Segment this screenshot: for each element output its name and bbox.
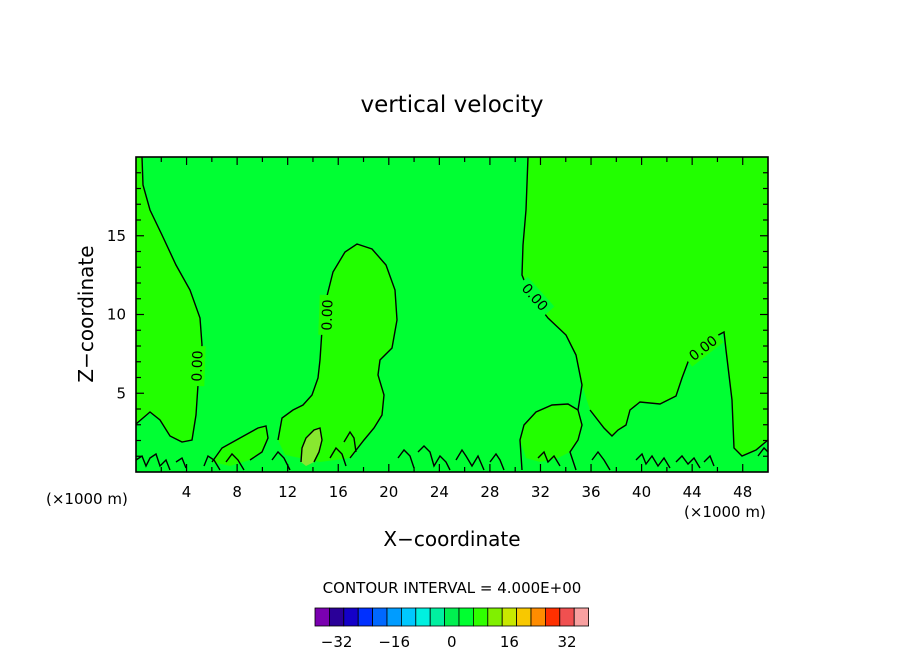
colorbar (314, 607, 590, 627)
zero-contour-lines (135, 156, 769, 471)
colorbar-swatch (559, 607, 575, 627)
positive-region-right (522, 157, 768, 456)
contour-interval-text: CONTOUR INTERVAL = 4.000E+00 (323, 579, 582, 597)
colorbar-labels: −32 −16 0 16 32 (321, 633, 577, 651)
x-tick-label: 20 (379, 483, 398, 501)
colorbar-swatch (530, 607, 546, 627)
x-unit-right: (×1000 m) (684, 503, 766, 521)
colorbar-swatch (400, 607, 417, 627)
colorbar-swatch (314, 607, 330, 627)
y-axis-label: Z−coordinate (74, 245, 98, 382)
x-axis-label: X−coordinate (383, 527, 520, 551)
positive-region-center (278, 244, 397, 462)
colorbar-swatch (415, 607, 431, 627)
colorbar-swatch (501, 607, 518, 627)
colorbar-tick-label: −16 (378, 633, 410, 651)
x-unit-left: (×1000 m) (46, 490, 128, 508)
colorbar-swatch (516, 607, 532, 627)
x-tick-label: 24 (430, 483, 449, 501)
positive-region-low-left (212, 426, 268, 466)
colorbar-tick-label: 32 (557, 633, 576, 651)
colorbar-swatch (444, 607, 460, 627)
colorbar-swatch (487, 607, 503, 627)
x-tick-label: 28 (480, 483, 499, 501)
colorbar-swatch (386, 607, 402, 627)
colorbar-swatch (545, 607, 561, 627)
colorbar-swatch (328, 607, 345, 627)
plot-area: 0.00 0.00 0.00 0.00 4 8 12 16 20 24 28 32 36 40 44… (107, 156, 769, 501)
colorbar-swatch (458, 607, 474, 627)
y-tick-label: 10 (107, 306, 126, 324)
colorbar-swatch (429, 607, 446, 627)
colorbar-swatch (372, 607, 388, 627)
contour-label: 0.00 (189, 350, 206, 382)
x-tick-label: 40 (632, 483, 651, 501)
x-tick-label: 4 (182, 483, 192, 501)
x-tick-label: 36 (581, 483, 600, 501)
colorbar-tick-label: 16 (500, 633, 519, 651)
colorbar-swatch (472, 607, 489, 627)
contour-label: 0.00 (319, 299, 336, 331)
y-axis-ticks: 5 10 15 (107, 172, 768, 457)
colorbar-swatch (343, 607, 359, 627)
y-tick-label: 15 (107, 227, 126, 245)
colorbar-swatch (357, 607, 374, 627)
x-tick-label: 32 (531, 483, 550, 501)
positive-region-left (136, 157, 202, 442)
y-tick-label: 5 (116, 384, 126, 402)
contour-labels: 0.00 0.00 0.00 0.00 (188, 276, 724, 387)
x-tick-label: 8 (232, 483, 242, 501)
colorbar-tick-label: 0 (447, 633, 457, 651)
chart-title: vertical velocity (361, 92, 544, 118)
x-tick-label: 12 (278, 483, 297, 501)
x-axis-ticks: 4 8 12 16 20 24 28 32 36 40 44 48 (160, 157, 752, 501)
x-tick-label: 16 (329, 483, 348, 501)
positive-region-lower-right (520, 404, 582, 462)
colorbar-swatch (573, 607, 590, 627)
x-tick-label: 44 (683, 483, 702, 501)
colorbar-tick-label: −32 (321, 633, 353, 651)
x-tick-label: 48 (733, 483, 752, 501)
